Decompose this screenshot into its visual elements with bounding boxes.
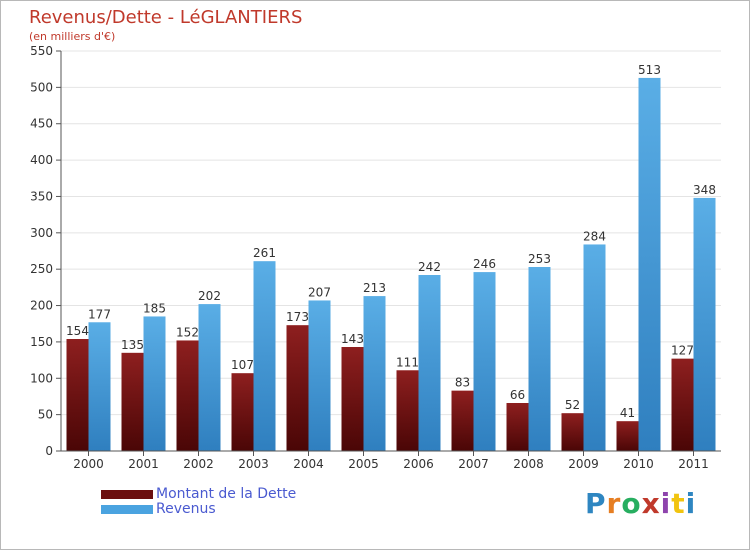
x-tick-label: 2007 (458, 457, 489, 471)
bars-layer (66, 77, 716, 451)
x-tick-label: 2004 (293, 457, 324, 471)
legend-swatch-debt (101, 490, 153, 499)
x-tick-label: 2003 (238, 457, 269, 471)
bar-revenus (88, 322, 111, 451)
data-label-debt: 173 (286, 310, 309, 324)
y-tick-label: 250 (30, 262, 53, 276)
data-label-debt: 154 (66, 324, 89, 338)
data-label-debt: 41 (620, 406, 635, 420)
legend-swatch-revenus (101, 505, 153, 514)
data-label-debt: 107 (231, 358, 254, 372)
y-tick-label: 400 (30, 153, 53, 167)
x-tick-label: 2000 (73, 457, 104, 471)
x-tick-label: 2008 (513, 457, 544, 471)
bar-debt (66, 339, 89, 451)
y-tick-label: 350 (30, 189, 53, 203)
data-label-revenus: 284 (583, 229, 606, 243)
data-label-debt: 135 (121, 338, 144, 352)
bar-revenus (308, 300, 331, 451)
logo-letter: r (606, 487, 622, 520)
bar-revenus (473, 272, 496, 451)
logo-letter: t (671, 487, 686, 520)
chart-subtitle: (en milliers d'€) (29, 30, 116, 43)
y-tick-label: 300 (30, 226, 53, 240)
data-label-debt: 111 (396, 355, 419, 369)
bar-debt (396, 370, 419, 451)
logo-letter: P (585, 487, 607, 520)
data-label-revenus: 242 (418, 260, 441, 274)
data-label-revenus: 261 (253, 246, 276, 260)
bar-debt (286, 325, 309, 451)
bar-debt (616, 421, 639, 451)
data-label-revenus: 177 (88, 307, 111, 321)
x-tick-label: 2005 (348, 457, 379, 471)
logo-letter: i (660, 487, 672, 520)
bar-revenus (418, 275, 441, 451)
x-tick-label: 2002 (183, 457, 214, 471)
bar-revenus (363, 296, 386, 451)
chart-title: Revenus/Dette - LéGLANTIERS (29, 7, 303, 28)
logo-letter: x (641, 487, 661, 520)
data-label-revenus: 185 (143, 301, 166, 315)
data-label-revenus: 213 (363, 281, 386, 295)
data-label-debt: 143 (341, 332, 364, 346)
bar-revenus (528, 267, 551, 451)
labels-layer: 0 50 100 150 200 250 300 350 400 450 500 550 2000 154… (30, 44, 716, 471)
x-tick-label: 2011 (678, 457, 709, 471)
bar-revenus (143, 316, 166, 451)
proxiti-logo: Proxiti (585, 487, 696, 520)
bar-debt (341, 347, 364, 451)
data-label-revenus: 513 (638, 63, 661, 77)
y-tick-label: 550 (30, 44, 53, 58)
bar-revenus (693, 197, 716, 451)
x-tick-label: 2006 (403, 457, 434, 471)
legend-label-debt: Montant de la Dette (156, 486, 297, 502)
y-tick-label: 50 (38, 408, 53, 422)
grid-layer (61, 50, 721, 416)
x-tick-label: 2009 (568, 457, 599, 471)
data-label-revenus: 348 (693, 183, 716, 197)
data-label-debt: 66 (510, 388, 525, 402)
data-label-revenus: 253 (528, 252, 551, 266)
data-label-revenus: 207 (308, 285, 331, 299)
bar-debt (561, 413, 584, 451)
y-tick-label: 500 (30, 80, 53, 94)
bar-revenus (253, 261, 276, 451)
axes-layer (56, 50, 721, 456)
y-tick-label: 150 (30, 335, 53, 349)
data-label-debt: 52 (565, 398, 580, 412)
bar-debt (671, 358, 694, 451)
bar-revenus (198, 304, 221, 451)
data-label-debt: 127 (671, 344, 694, 358)
y-tick-label: 100 (30, 371, 53, 385)
data-label-revenus: 202 (198, 289, 221, 303)
y-tick-label: 200 (30, 299, 53, 313)
data-label-debt: 152 (176, 325, 199, 339)
logo-letter: o (621, 487, 642, 520)
legend-label-revenus: Revenus (156, 501, 216, 517)
data-label-debt: 83 (455, 376, 470, 390)
x-tick-label: 2001 (128, 457, 159, 471)
bar-debt (231, 373, 254, 451)
x-tick-label: 2010 (623, 457, 654, 471)
bar-revenus (583, 244, 606, 451)
logo-letter: i (685, 487, 697, 520)
bar-debt (176, 340, 199, 451)
y-tick-label: 450 (30, 117, 53, 131)
bar-debt (121, 352, 144, 451)
bar-debt (506, 403, 529, 451)
bar-revenus (638, 77, 661, 451)
data-label-revenus: 246 (473, 257, 496, 271)
bar-debt (451, 390, 474, 451)
y-tick-label: 0 (45, 444, 53, 458)
